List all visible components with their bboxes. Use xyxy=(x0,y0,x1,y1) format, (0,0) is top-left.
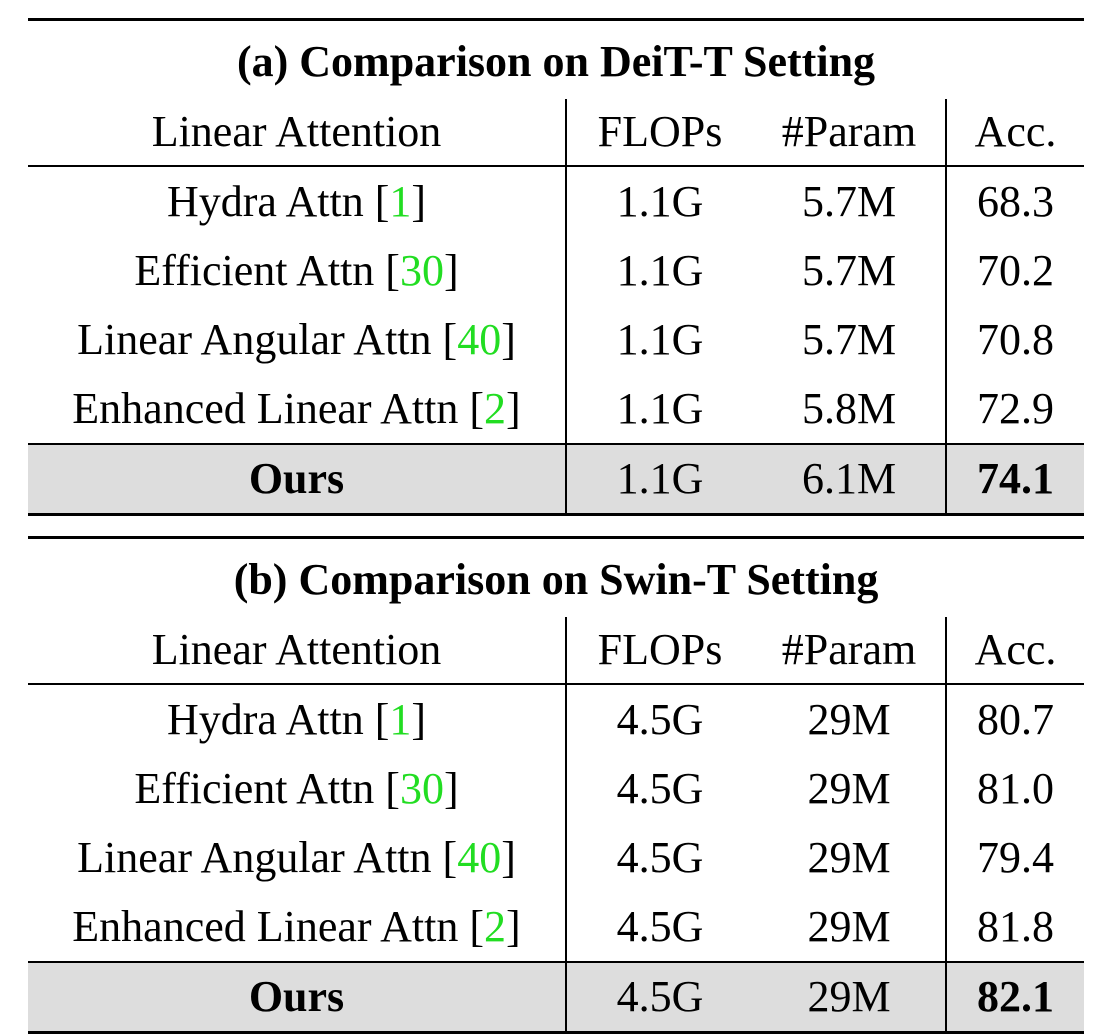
citation-link[interactable]: 2 xyxy=(484,901,507,951)
header-flops: FLOPs xyxy=(566,99,753,167)
citation-link[interactable]: 1 xyxy=(389,176,412,226)
header-param: #Param xyxy=(753,617,947,685)
flops-cell: 4.5G xyxy=(616,763,704,813)
acc-cell: 81.8 xyxy=(977,901,1054,951)
table-swin-t: (b) Comparison on Swin-T Setting Linear … xyxy=(28,536,1085,1034)
flops-cell: 1.1G xyxy=(616,314,704,364)
flops-cell: 1.1G xyxy=(616,383,704,433)
acc-cell: 70.8 xyxy=(977,314,1054,364)
method-cell: Hydra Attn [1] xyxy=(28,684,567,754)
header-param: #Param xyxy=(753,99,947,167)
citation-link[interactable]: 30 xyxy=(399,245,444,295)
param-cell: 29M xyxy=(753,754,947,823)
table-row: Efficient Attn [30] 1.1G 5.7M 70.2 xyxy=(28,236,1084,305)
param-cell: 6.1M xyxy=(753,443,947,516)
acc-cell: 80.7 xyxy=(977,694,1054,744)
acc-cell: 82.1 xyxy=(946,961,1085,1034)
ours-row: Ours 4.5G 29M 82.1 xyxy=(28,961,1085,1034)
table-row: Hydra Attn [1] 1.1G 5.7M 68.3 xyxy=(28,166,1084,236)
header-acc: Acc. xyxy=(946,99,1085,167)
method-cell: Ours xyxy=(28,961,567,1034)
comparison-tables: (a) Comparison on DeiT-T Setting Linear … xyxy=(28,18,1085,1034)
flops-cell: 4.5G xyxy=(616,694,704,744)
table-row: Efficient Attn [30] 4.5G 29M 81.0 xyxy=(28,754,1084,823)
header-acc: Acc. xyxy=(946,617,1085,685)
flops-cell: 1.1G xyxy=(616,176,704,226)
table-deit-t: (a) Comparison on DeiT-T Setting Linear … xyxy=(28,18,1085,516)
header-linear-attention: Linear Attention xyxy=(28,617,567,685)
table-gap xyxy=(28,516,1084,536)
header-linear-attention: Linear Attention xyxy=(28,99,567,167)
method-cell: Linear Angular Attn [40] xyxy=(28,823,567,892)
citation-link[interactable]: 2 xyxy=(484,383,507,433)
param-cell: 29M xyxy=(753,684,947,754)
method-cell: Efficient Attn [30] xyxy=(28,754,567,823)
method-cell: Hydra Attn [1] xyxy=(28,166,567,236)
method-cell: Enhanced Linear Attn [2] xyxy=(28,892,567,962)
acc-cell: 81.0 xyxy=(977,763,1054,813)
method-cell: Linear Angular Attn [40] xyxy=(28,305,567,374)
table-row: Linear Angular Attn [40] 4.5G 29M 79.4 xyxy=(28,823,1084,892)
param-cell: 5.8M xyxy=(753,374,947,444)
param-cell: 5.7M xyxy=(753,305,947,374)
param-cell: 29M xyxy=(753,892,947,962)
method-cell: Efficient Attn [30] xyxy=(28,236,567,305)
table-title: (b) Comparison on Swin-T Setting xyxy=(28,536,1085,617)
citation-link[interactable]: 40 xyxy=(457,832,502,882)
flops-cell: 1.1G xyxy=(566,443,753,516)
table-row: Enhanced Linear Attn [2] 4.5G 29M 81.8 xyxy=(28,892,1084,962)
flops-cell: 1.1G xyxy=(616,245,704,295)
citation-link[interactable]: 1 xyxy=(389,694,412,744)
method-cell: Ours xyxy=(28,443,567,516)
flops-cell: 4.5G xyxy=(616,832,704,882)
header-flops: FLOPs xyxy=(566,617,753,685)
param-cell: 5.7M xyxy=(753,236,947,305)
acc-cell: 70.2 xyxy=(977,245,1054,295)
flops-cell: 4.5G xyxy=(566,961,753,1034)
acc-cell: 79.4 xyxy=(977,832,1054,882)
citation-link[interactable]: 40 xyxy=(457,314,502,364)
acc-cell: 72.9 xyxy=(977,383,1054,433)
method-cell: Enhanced Linear Attn [2] xyxy=(28,374,567,444)
acc-cell: 68.3 xyxy=(977,176,1054,226)
acc-cell: 74.1 xyxy=(946,443,1085,516)
param-cell: 5.7M xyxy=(753,166,947,236)
table-row: Enhanced Linear Attn [2] 1.1G 5.8M 72.9 xyxy=(28,374,1084,444)
ours-row: Ours 1.1G 6.1M 74.1 xyxy=(28,443,1085,516)
flops-cell: 4.5G xyxy=(616,901,704,951)
citation-link[interactable]: 30 xyxy=(399,763,444,813)
param-cell: 29M xyxy=(753,961,947,1034)
table-row: Hydra Attn [1] 4.5G 29M 80.7 xyxy=(28,684,1084,754)
table-title: (a) Comparison on DeiT-T Setting xyxy=(28,18,1085,99)
table-row: Linear Angular Attn [40] 1.1G 5.7M 70.8 xyxy=(28,305,1084,374)
param-cell: 29M xyxy=(753,823,947,892)
